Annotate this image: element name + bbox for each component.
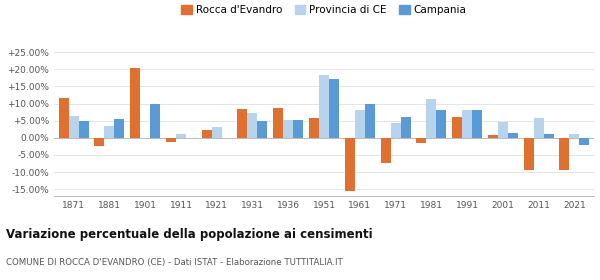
Bar (533, 118, 544, 138)
Bar (130, 68, 140, 138)
Bar (416, 138, 426, 143)
Bar (293, 120, 303, 138)
Bar (472, 110, 482, 138)
Bar (498, 122, 508, 138)
Bar (166, 138, 176, 142)
Bar (580, 138, 589, 145)
Bar (238, 109, 247, 138)
Bar (355, 110, 365, 138)
Bar (365, 104, 375, 138)
Bar (202, 130, 212, 138)
Bar (59, 99, 68, 138)
Bar (380, 138, 391, 164)
Bar (257, 122, 268, 138)
Bar (176, 134, 186, 138)
Bar (391, 123, 401, 138)
Bar (319, 74, 329, 138)
Legend: Rocca d'Evandro, Provincia di CE, Campania: Rocca d'Evandro, Provincia di CE, Campan… (177, 1, 471, 19)
Text: COMUNE DI ROCCA D'EVANDRO (CE) - Dati ISTAT - Elaborazione TUTTITALIA.IT: COMUNE DI ROCCA D'EVANDRO (CE) - Dati IS… (6, 258, 343, 267)
Bar (273, 108, 283, 138)
Bar (488, 135, 498, 138)
Bar (544, 134, 554, 138)
Bar (212, 127, 222, 138)
Bar (94, 138, 104, 146)
Bar (426, 99, 436, 138)
Bar (247, 113, 257, 138)
Bar (309, 118, 319, 138)
Bar (436, 110, 446, 138)
Bar (508, 133, 518, 138)
Text: Variazione percentuale della popolazione ai censimenti: Variazione percentuale della popolazione… (6, 228, 373, 241)
Bar (462, 110, 472, 138)
Bar (150, 104, 160, 138)
Bar (283, 120, 293, 138)
Bar (345, 138, 355, 191)
Bar (329, 79, 339, 138)
Bar (68, 116, 79, 138)
Bar (559, 138, 569, 170)
Bar (104, 126, 115, 138)
Bar (569, 134, 580, 138)
Bar (79, 122, 89, 138)
Bar (401, 117, 410, 138)
Bar (452, 116, 462, 138)
Bar (115, 119, 124, 138)
Bar (524, 138, 533, 170)
